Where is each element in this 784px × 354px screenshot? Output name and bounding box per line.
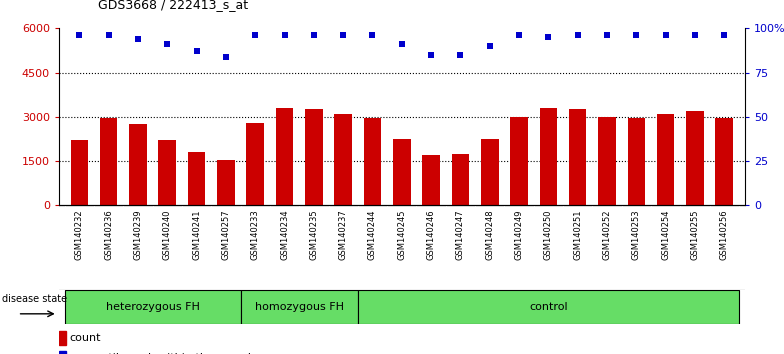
Bar — [423, 155, 440, 205]
Text: GSM140250: GSM140250 — [544, 210, 553, 260]
Bar — [59, 331, 67, 345]
Text: homozygous FH: homozygous FH — [255, 302, 343, 312]
Text: GSM140252: GSM140252 — [603, 210, 612, 260]
Point — [307, 33, 320, 38]
Point — [249, 33, 262, 38]
Point — [191, 48, 203, 54]
Text: GSM140237: GSM140237 — [339, 210, 347, 260]
Point — [278, 33, 291, 38]
Bar — [539, 108, 557, 205]
Bar — [59, 351, 67, 354]
Text: GSM140246: GSM140246 — [426, 210, 436, 260]
Bar — [100, 118, 118, 205]
Point — [630, 33, 643, 38]
Bar — [393, 139, 411, 205]
Point — [659, 33, 672, 38]
Point — [103, 33, 115, 38]
Bar — [569, 109, 586, 205]
Point — [73, 33, 85, 38]
Bar — [452, 154, 470, 205]
Text: GSM140245: GSM140245 — [397, 210, 406, 260]
Point — [425, 52, 437, 58]
Text: disease state: disease state — [2, 294, 67, 304]
Point — [484, 43, 496, 49]
Point — [161, 41, 173, 47]
Bar — [276, 108, 293, 205]
Text: GSM140235: GSM140235 — [310, 210, 318, 260]
Point — [601, 33, 613, 38]
Text: GSM140256: GSM140256 — [720, 210, 729, 260]
Bar — [64, 290, 241, 324]
Bar — [71, 141, 88, 205]
Text: GSM140251: GSM140251 — [573, 210, 583, 260]
Bar — [188, 152, 205, 205]
Point — [366, 33, 379, 38]
Bar — [129, 124, 147, 205]
Bar — [246, 123, 264, 205]
Text: GSM140257: GSM140257 — [221, 210, 230, 260]
Text: GSM140249: GSM140249 — [514, 210, 524, 260]
Text: GSM140254: GSM140254 — [661, 210, 670, 260]
Bar — [358, 290, 739, 324]
Bar — [158, 141, 176, 205]
Bar — [305, 109, 323, 205]
Text: count: count — [70, 333, 101, 343]
Text: GSM140248: GSM140248 — [485, 210, 494, 260]
Bar — [510, 117, 528, 205]
Point — [542, 34, 554, 40]
Point — [572, 33, 584, 38]
Text: GSM140239: GSM140239 — [133, 210, 143, 260]
Bar — [364, 118, 381, 205]
Point — [688, 33, 701, 38]
Bar — [686, 111, 704, 205]
Point — [513, 33, 525, 38]
Point — [395, 41, 408, 47]
Text: GSM140232: GSM140232 — [74, 210, 84, 260]
Text: control: control — [529, 302, 568, 312]
Text: GDS3668 / 222413_s_at: GDS3668 / 222413_s_at — [98, 0, 248, 11]
Bar — [598, 117, 615, 205]
Bar — [481, 139, 499, 205]
Text: GSM140253: GSM140253 — [632, 210, 641, 260]
Text: GSM140236: GSM140236 — [104, 210, 113, 260]
Text: GSM140240: GSM140240 — [163, 210, 172, 260]
Text: GSM140247: GSM140247 — [456, 210, 465, 260]
Point — [337, 33, 350, 38]
Text: GSM140255: GSM140255 — [691, 210, 699, 260]
Point — [454, 52, 466, 58]
Text: GSM140233: GSM140233 — [251, 210, 260, 260]
Point — [718, 33, 731, 38]
Bar — [627, 118, 645, 205]
Bar — [716, 118, 733, 205]
Bar — [657, 114, 674, 205]
Text: GSM140241: GSM140241 — [192, 210, 201, 260]
Bar — [241, 290, 358, 324]
Point — [220, 54, 232, 59]
Text: heterozygous FH: heterozygous FH — [106, 302, 200, 312]
Text: GSM140244: GSM140244 — [368, 210, 377, 260]
Text: GSM140234: GSM140234 — [280, 210, 289, 260]
Text: percentile rank within the sample: percentile rank within the sample — [70, 353, 258, 354]
Bar — [334, 114, 352, 205]
Point — [132, 36, 144, 42]
Bar — [217, 160, 234, 205]
